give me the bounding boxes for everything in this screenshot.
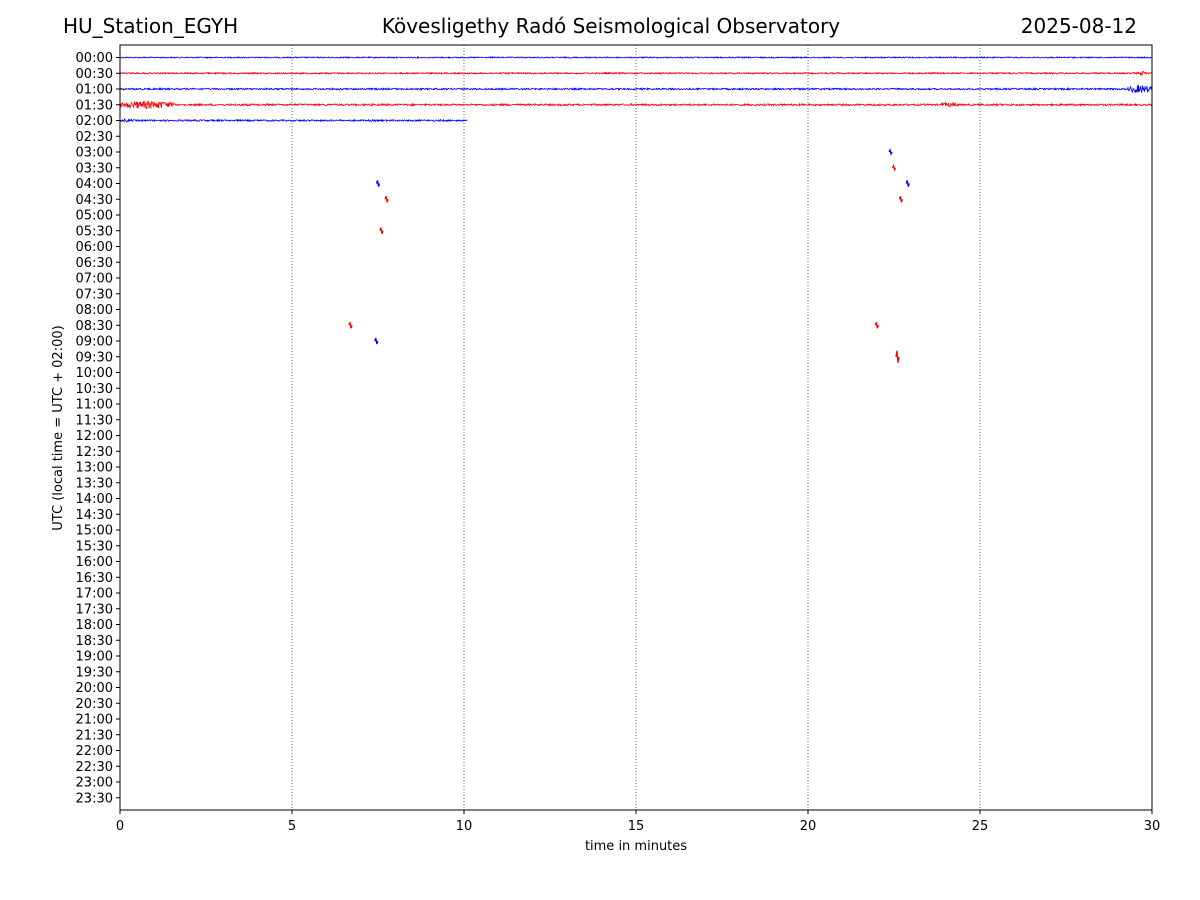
- trace-line: [119, 100, 1153, 110]
- y-tick-label: 21:30: [76, 728, 113, 743]
- y-tick-label: 07:00: [76, 272, 113, 287]
- y-axis: 00:0000:3001:0001:3002:0002:3003:0003:30…: [76, 51, 120, 806]
- x-tick-label: 10: [456, 819, 473, 834]
- station-name: HU_Station_EGYH: [63, 14, 239, 38]
- signal-blip: [379, 227, 384, 234]
- signal-blip: [895, 350, 900, 363]
- x-axis-label: time in minutes: [585, 839, 687, 854]
- trace-line: [119, 70, 1153, 77]
- y-tick-label: 16:30: [76, 571, 113, 586]
- y-tick-label: 23:00: [76, 776, 113, 791]
- y-tick-label: 06:00: [76, 240, 113, 255]
- signal-blip: [891, 163, 897, 172]
- chart-date: 2025-08-12: [1020, 14, 1137, 38]
- chart-title: Kövesligethy Radó Seismological Observat…: [381, 14, 841, 38]
- signal-blip: [888, 148, 893, 156]
- grid-layer: [291, 45, 981, 810]
- y-tick-label: 14:30: [76, 508, 113, 523]
- y-tick-label: 00:30: [76, 67, 113, 82]
- y-tick-label: 02:30: [76, 130, 113, 145]
- trace-line: [119, 55, 1153, 59]
- y-tick-label: 17:30: [76, 602, 113, 617]
- y-tick-label: 00:00: [76, 51, 113, 66]
- y-tick-label: 04:30: [76, 193, 113, 208]
- y-tick-label: 21:00: [76, 713, 113, 728]
- y-tick-label: 05:30: [76, 224, 113, 239]
- trace-line: [119, 118, 468, 123]
- y-tick-label: 17:00: [76, 587, 113, 602]
- x-axis: 0 5 10 15 20 25 30: [116, 810, 1160, 834]
- y-tick-label: 13:00: [76, 461, 113, 476]
- y-tick-label: 13:30: [76, 476, 113, 491]
- signal-blip: [905, 180, 910, 187]
- signal-blip: [898, 196, 903, 203]
- x-tick-label: 0: [116, 819, 124, 834]
- x-tick-label: 20: [800, 819, 817, 834]
- x-tick-label: 5: [288, 819, 296, 834]
- y-tick-label: 23:30: [76, 791, 113, 806]
- y-tick-label: 19:30: [76, 665, 113, 680]
- trace-line: [119, 85, 1153, 94]
- y-tick-label: 09:30: [76, 350, 113, 365]
- x-tick-label: 30: [1144, 819, 1161, 834]
- y-tick-label: 09:00: [76, 335, 113, 350]
- y-tick-label: 05:00: [76, 209, 113, 224]
- y-tick-label: 04:00: [76, 177, 113, 192]
- y-tick-label: 03:00: [76, 146, 113, 161]
- trace-layer: [119, 55, 1153, 363]
- y-tick-label: 16:00: [76, 555, 113, 570]
- y-tick-label: 11:30: [76, 413, 113, 428]
- y-tick-label: 20:00: [76, 681, 113, 696]
- signal-blip: [348, 322, 353, 329]
- y-tick-label: 15:30: [76, 539, 113, 554]
- y-tick-label: 06:30: [76, 256, 113, 271]
- y-tick-label: 01:30: [76, 98, 113, 113]
- y-tick-label: 02:00: [76, 114, 113, 129]
- y-tick-label: 07:30: [76, 287, 113, 302]
- y-tick-label: 03:30: [76, 161, 113, 176]
- signal-blip: [874, 322, 879, 329]
- y-tick-label: 10:00: [76, 366, 113, 381]
- y-tick-label: 14:00: [76, 492, 113, 507]
- y-tick-label: 22:30: [76, 760, 113, 775]
- y-tick-label: 01:00: [76, 83, 113, 98]
- y-tick-label: 20:30: [76, 697, 113, 712]
- y-tick-label: 18:30: [76, 634, 113, 649]
- signal-blip: [384, 196, 389, 203]
- signal-blip: [374, 337, 379, 345]
- signal-blip: [375, 180, 381, 187]
- y-tick-label: 19:00: [76, 650, 113, 665]
- y-tick-label: 22:00: [76, 744, 113, 759]
- y-tick-label: 10:30: [76, 382, 113, 397]
- x-tick-label: 15: [628, 819, 645, 834]
- y-tick-label: 08:00: [76, 303, 113, 318]
- y-tick-label: 12:00: [76, 429, 113, 444]
- y-tick-label: 12:30: [76, 445, 113, 460]
- y-tick-label: 15:00: [76, 524, 113, 539]
- y-tick-label: 08:30: [76, 319, 113, 334]
- y-axis-label: UTC (local time = UTC + 02:00): [51, 325, 66, 530]
- x-tick-label: 25: [972, 819, 989, 834]
- y-tick-label: 18:00: [76, 618, 113, 633]
- y-tick-label: 11:00: [76, 398, 113, 413]
